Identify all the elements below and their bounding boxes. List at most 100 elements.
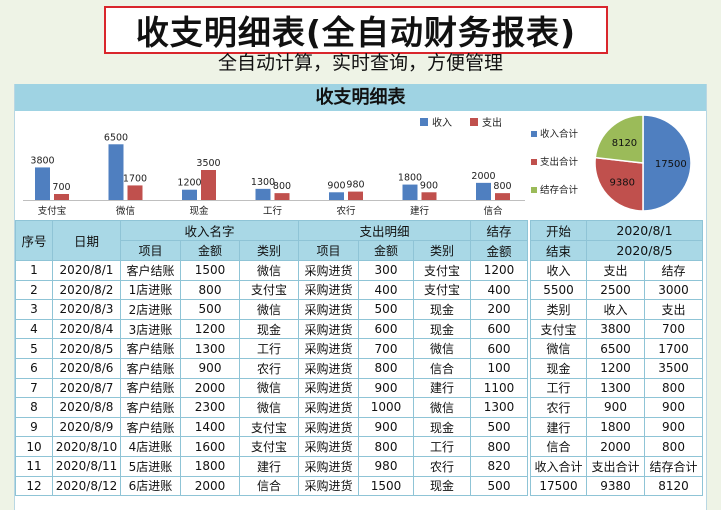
cell-expense-category[interactable]: 现金 <box>413 299 471 320</box>
cell-income-category[interactable]: 微信 <box>239 260 299 281</box>
cell-income-amount[interactable]: 1300 <box>180 338 240 359</box>
cell-date[interactable]: 2020/8/4 <box>52 318 121 340</box>
query-cell[interactable]: 1200 <box>586 357 645 379</box>
cell-expense-category[interactable]: 信合 <box>413 357 471 379</box>
cell-income-item[interactable]: 2店进账 <box>120 299 181 320</box>
cell-seq[interactable]: 5 <box>15 338 53 359</box>
cell-date[interactable]: 2020/8/12 <box>52 475 121 497</box>
cell-balance[interactable]: 1300 <box>470 397 528 418</box>
cell-income-amount[interactable]: 500 <box>180 299 240 320</box>
cell-expense-amount[interactable]: 900 <box>358 416 414 438</box>
cell-seq[interactable]: 6 <box>15 357 53 379</box>
cell-expense-amount[interactable]: 1500 <box>358 475 414 497</box>
query-cell[interactable]: 800 <box>644 377 703 399</box>
query-cell[interactable]: 8120 <box>644 475 703 497</box>
cell-balance[interactable]: 1200 <box>470 260 528 281</box>
query-cell[interactable]: 支付宝 <box>530 318 587 340</box>
cell-income-category[interactable]: 支付宝 <box>239 436 299 457</box>
cell-expense-item[interactable]: 采购进货 <box>298 455 359 477</box>
cell-expense-category[interactable]: 农行 <box>413 455 471 477</box>
query-cell[interactable]: 9380 <box>586 475 645 497</box>
cell-income-amount[interactable]: 2000 <box>180 475 240 497</box>
cell-balance[interactable]: 100 <box>470 357 528 379</box>
cell-date[interactable]: 2020/8/6 <box>52 357 121 379</box>
query-cell[interactable]: 1700 <box>644 338 703 359</box>
cell-expense-item[interactable]: 采购进货 <box>298 416 359 438</box>
cell-income-item[interactable]: 客户结账 <box>120 377 181 399</box>
cell-expense-category[interactable]: 现金 <box>413 318 471 340</box>
cell-expense-item[interactable]: 采购进货 <box>298 475 359 497</box>
cell-balance[interactable]: 500 <box>470 475 528 497</box>
cell-seq[interactable]: 12 <box>15 475 53 497</box>
query-cell[interactable]: 5500 <box>530 279 587 301</box>
cell-income-category[interactable]: 微信 <box>239 377 299 399</box>
cell-expense-category[interactable]: 微信 <box>413 338 471 359</box>
cell-expense-category[interactable]: 支付宝 <box>413 260 471 281</box>
query-cell[interactable]: 支出合计 <box>586 455 645 477</box>
cell-date[interactable]: 2020/8/5 <box>52 338 121 359</box>
cell-seq[interactable]: 4 <box>15 318 53 340</box>
query-cell[interactable]: 6500 <box>586 338 645 359</box>
query-cell[interactable]: 建行 <box>530 416 587 438</box>
cell-expense-item[interactable]: 采购进货 <box>298 338 359 359</box>
query-cell[interactable]: 信合 <box>530 436 587 457</box>
query-cell[interactable]: 收入合计 <box>530 455 587 477</box>
cell-income-amount[interactable]: 900 <box>180 357 240 379</box>
cell-seq[interactable]: 7 <box>15 377 53 399</box>
cell-income-category[interactable]: 微信 <box>239 397 299 418</box>
cell-income-category[interactable]: 微信 <box>239 299 299 320</box>
cell-expense-amount[interactable]: 980 <box>358 455 414 477</box>
query-cell[interactable]: 工行 <box>530 377 587 399</box>
cell-income-item[interactable]: 客户结账 <box>120 357 181 379</box>
cell-income-category[interactable]: 建行 <box>239 455 299 477</box>
cell-income-item[interactable]: 客户结账 <box>120 416 181 438</box>
cell-expense-amount[interactable]: 800 <box>358 436 414 457</box>
start-date-input[interactable]: 2020/8/1 <box>586 220 703 241</box>
cell-balance[interactable]: 1100 <box>470 377 528 399</box>
query-cell[interactable]: 700 <box>644 318 703 340</box>
query-cell[interactable]: 900 <box>644 397 703 418</box>
cell-expense-category[interactable]: 建行 <box>413 377 471 399</box>
query-cell[interactable]: 收入 <box>530 260 587 281</box>
cell-balance[interactable]: 600 <box>470 338 528 359</box>
cell-income-amount[interactable]: 2000 <box>180 377 240 399</box>
cell-expense-amount[interactable]: 1000 <box>358 397 414 418</box>
cell-expense-item[interactable]: 采购进货 <box>298 279 359 301</box>
end-date-input[interactable]: 2020/8/5 <box>586 240 703 261</box>
cell-income-item[interactable]: 5店进账 <box>120 455 181 477</box>
cell-income-amount[interactable]: 1500 <box>180 260 240 281</box>
cell-expense-item[interactable]: 采购进货 <box>298 357 359 379</box>
cell-income-item[interactable]: 客户结账 <box>120 338 181 359</box>
cell-balance[interactable]: 820 <box>470 455 528 477</box>
query-cell[interactable]: 900 <box>586 397 645 418</box>
cell-expense-category[interactable]: 微信 <box>413 397 471 418</box>
cell-date[interactable]: 2020/8/3 <box>52 299 121 320</box>
cell-expense-amount[interactable]: 400 <box>358 279 414 301</box>
cell-balance[interactable]: 600 <box>470 318 528 340</box>
cell-balance[interactable]: 500 <box>470 416 528 438</box>
cell-balance[interactable]: 800 <box>470 436 528 457</box>
cell-date[interactable]: 2020/8/10 <box>52 436 121 457</box>
query-cell[interactable]: 1300 <box>586 377 645 399</box>
query-cell[interactable]: 3500 <box>644 357 703 379</box>
cell-seq[interactable]: 11 <box>15 455 53 477</box>
cell-income-amount[interactable]: 1200 <box>180 318 240 340</box>
cell-expense-category[interactable]: 工行 <box>413 436 471 457</box>
cell-seq[interactable]: 9 <box>15 416 53 438</box>
cell-expense-amount[interactable]: 900 <box>358 377 414 399</box>
cell-expense-item[interactable]: 采购进货 <box>298 436 359 457</box>
query-cell[interactable]: 800 <box>644 436 703 457</box>
query-cell[interactable]: 1800 <box>586 416 645 438</box>
query-cell[interactable]: 结存合计 <box>644 455 703 477</box>
cell-expense-amount[interactable]: 500 <box>358 299 414 320</box>
cell-seq[interactable]: 10 <box>15 436 53 457</box>
cell-expense-amount[interactable]: 700 <box>358 338 414 359</box>
cell-income-category[interactable]: 现金 <box>239 318 299 340</box>
cell-income-amount[interactable]: 800 <box>180 279 240 301</box>
query-cell[interactable]: 2000 <box>586 436 645 457</box>
cell-income-amount[interactable]: 1800 <box>180 455 240 477</box>
cell-income-amount[interactable]: 2300 <box>180 397 240 418</box>
cell-expense-item[interactable]: 采购进货 <box>298 260 359 281</box>
cell-date[interactable]: 2020/8/1 <box>52 260 121 281</box>
cell-balance[interactable]: 200 <box>470 299 528 320</box>
